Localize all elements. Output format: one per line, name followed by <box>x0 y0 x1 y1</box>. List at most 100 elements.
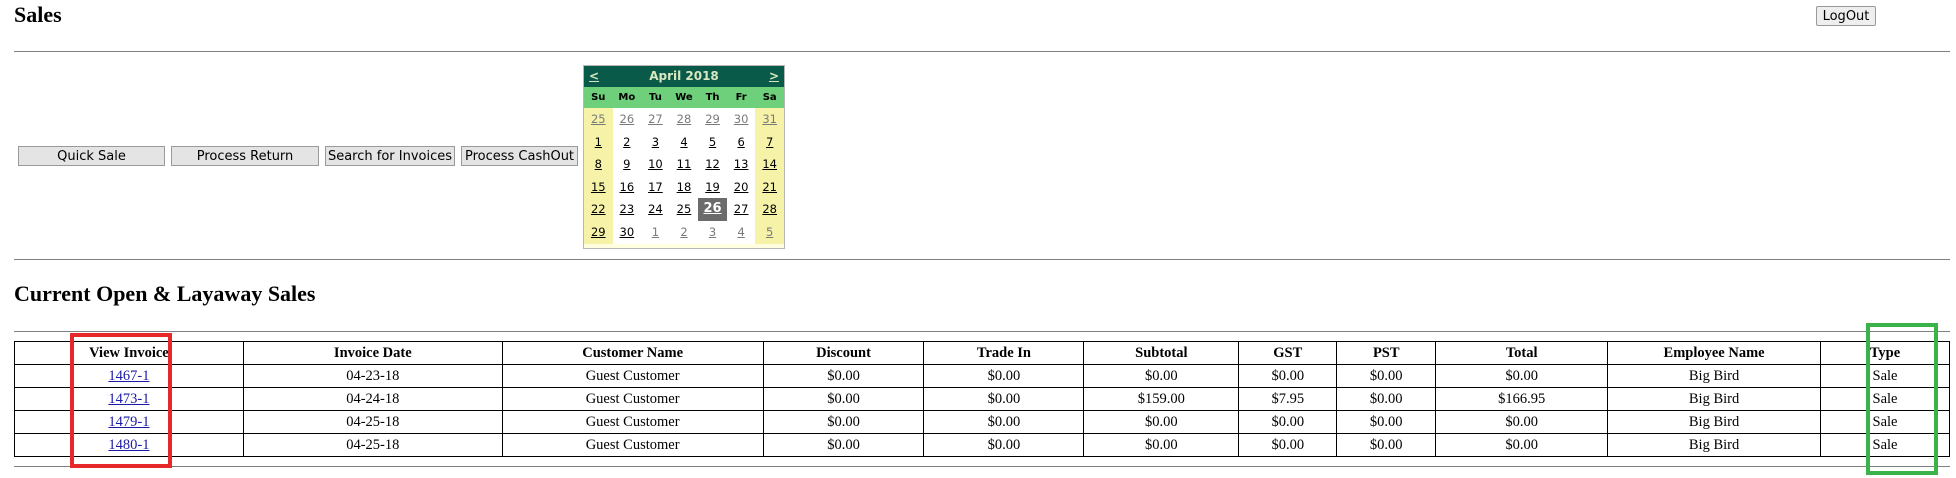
calendar-day[interactable]: 3 <box>698 221 727 244</box>
calendar-day[interactable]: 5 <box>698 130 727 154</box>
calendar-day[interactable]: 27 <box>726 198 756 221</box>
cell-view-invoice: 1473-1 <box>14 387 244 411</box>
calendar-day[interactable]: 22 <box>584 198 613 221</box>
table-header-row: View Invoice Invoice Date Customer Name Dis… <box>14 341 1950 365</box>
process-cashout-button[interactable]: Process CashOut <box>461 146 578 166</box>
next-month-button[interactable]: > <box>768 69 779 83</box>
logout-button[interactable]: LogOut <box>1816 6 1876 26</box>
calendar-day[interactable]: 5 <box>755 221 784 244</box>
weekday-label: Tu <box>648 92 662 103</box>
section-title: Current Open & Layaway Sales <box>14 281 316 306</box>
calendar-weekday-row: Su Mo Tu We Th Fr Sa <box>584 87 784 108</box>
cell-pst: $0.00 <box>1336 364 1437 388</box>
cell-trade-in: $0.00 <box>923 364 1085 388</box>
cell-total: $166.95 <box>1435 387 1609 411</box>
calendar-day[interactable]: 15 <box>584 175 613 199</box>
column-header-total: Total <box>1435 341 1609 365</box>
cell-employee-name: Big Bird <box>1607 433 1822 457</box>
calendar-day[interactable]: 7 <box>755 130 784 154</box>
cell-subtotal: $159.00 <box>1083 387 1240 411</box>
cell-customer-name: Guest Customer <box>501 410 764 434</box>
quick-sale-button[interactable]: Quick Sale <box>18 146 165 166</box>
calendar-day[interactable]: 27 <box>641 108 670 131</box>
calendar-day[interactable]: 25 <box>584 108 613 131</box>
cell-pst: $0.00 <box>1336 387 1437 411</box>
calendar-day[interactable]: 26 <box>612 108 642 131</box>
calendar-day[interactable]: 17 <box>641 175 670 199</box>
calendar-day[interactable]: 29 <box>698 108 727 131</box>
cell-discount: $0.00 <box>762 433 925 457</box>
weekday-label: We <box>675 92 693 103</box>
calendar-day[interactable]: 18 <box>669 175 699 199</box>
invoice-link[interactable]: 1479-1 <box>108 413 150 430</box>
calendar-day[interactable]: 21 <box>755 175 784 199</box>
cell-invoice-date: 04-24-18 <box>242 387 503 411</box>
calendar-month-label: April 2018 <box>649 69 719 83</box>
calendar-day[interactable]: 6 <box>726 130 756 154</box>
prev-month-button[interactable]: < <box>589 69 600 83</box>
calendar-day[interactable]: 31 <box>755 108 784 131</box>
cell-customer-name: Guest Customer <box>501 387 764 411</box>
calendar-day[interactable]: 2 <box>669 221 699 244</box>
view-invoice-column-highlight <box>70 333 172 468</box>
weekday-label: Th <box>705 92 720 103</box>
type-column-highlight <box>1866 323 1938 475</box>
calendar-day[interactable]: 30 <box>612 221 642 244</box>
calendar-day[interactable]: 4 <box>669 130 699 154</box>
calendar-day[interactable]: 28 <box>755 198 784 221</box>
calendar-day[interactable]: 14 <box>755 153 784 176</box>
invoice-link[interactable]: 1480-1 <box>108 436 150 453</box>
open-sales-table: View Invoice Invoice Date Customer Name Dis… <box>14 341 1950 457</box>
weekday-label: Mo <box>618 92 636 103</box>
calendar-day[interactable]: 1 <box>584 130 613 154</box>
invoice-link[interactable]: 1467-1 <box>108 367 150 384</box>
cell-subtotal: $0.00 <box>1083 364 1240 388</box>
calendar-day-selected[interactable]: 26 <box>698 198 727 221</box>
table-row: 1479-1 04-25-18 Guest Customer $0.00 $0.00 $0… <box>14 410 1950 434</box>
column-header-employee-name: Employee Name <box>1607 341 1822 365</box>
calendar-day[interactable]: 9 <box>612 153 642 176</box>
calendar-day[interactable]: 4 <box>726 221 756 244</box>
divider <box>14 466 1950 467</box>
invoice-link[interactable]: 1473-1 <box>108 390 150 407</box>
cell-type: Sale <box>1820 433 1950 457</box>
column-header-pst: PST <box>1336 341 1437 365</box>
calendar-day[interactable]: 12 <box>698 153 727 176</box>
weekday-label: Fr <box>735 92 747 103</box>
column-header-trade-in: Trade In <box>923 341 1085 365</box>
calendar-day[interactable]: 11 <box>669 153 699 176</box>
calendar-day[interactable]: 19 <box>698 175 727 199</box>
cell-employee-name: Big Bird <box>1607 364 1822 388</box>
process-return-button[interactable]: Process Return <box>171 146 319 166</box>
calendar-day[interactable]: 30 <box>726 108 756 131</box>
cell-pst: $0.00 <box>1336 410 1437 434</box>
calendar-day[interactable]: 29 <box>584 221 613 244</box>
calendar-day[interactable]: 13 <box>726 153 756 176</box>
cell-discount: $0.00 <box>762 387 925 411</box>
calendar-day[interactable]: 24 <box>641 198 670 221</box>
cell-pst: $0.00 <box>1336 433 1437 457</box>
column-header-subtotal: Subtotal <box>1083 341 1240 365</box>
calendar-day[interactable]: 2 <box>612 130 642 154</box>
cell-gst: $0.00 <box>1238 410 1338 434</box>
calendar-day[interactable]: 8 <box>584 153 613 176</box>
calendar-day[interactable]: 20 <box>726 175 756 199</box>
table-row: 1467-1 04-23-18 Guest Customer $0.00 $0.00 $0… <box>14 364 1950 388</box>
calendar-day[interactable]: 10 <box>641 153 670 176</box>
cell-subtotal: $0.00 <box>1083 410 1240 434</box>
calendar-day[interactable]: 25 <box>669 198 699 221</box>
calendar-day[interactable]: 1 <box>641 221 670 244</box>
cell-employee-name: Big Bird <box>1607 410 1822 434</box>
calendar-day[interactable]: 23 <box>612 198 642 221</box>
cell-trade-in: $0.00 <box>923 410 1085 434</box>
calendar-day[interactable]: 28 <box>669 108 699 131</box>
divider <box>14 259 1950 260</box>
cell-discount: $0.00 <box>762 410 925 434</box>
cell-discount: $0.00 <box>762 364 925 388</box>
cell-gst: $0.00 <box>1238 364 1338 388</box>
column-header-customer-name: Customer Name <box>501 341 764 365</box>
calendar-day[interactable]: 3 <box>641 130 670 154</box>
cell-trade-in: $0.00 <box>923 433 1085 457</box>
calendar-day[interactable]: 16 <box>612 175 642 199</box>
search-invoices-button[interactable]: Search for Invoices <box>325 146 455 166</box>
